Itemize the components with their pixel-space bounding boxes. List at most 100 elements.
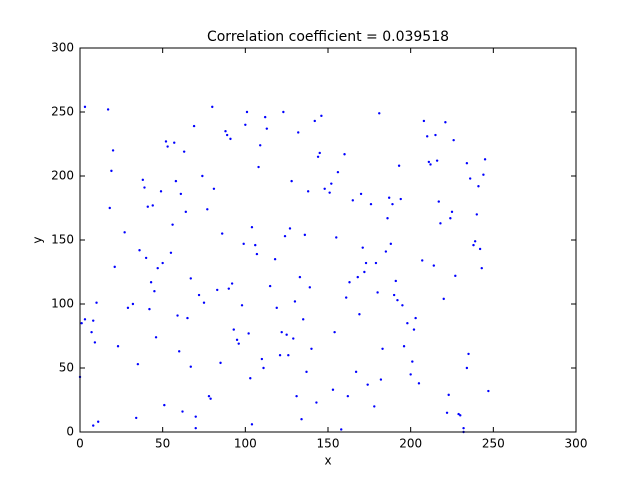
scatter-point xyxy=(356,275,359,279)
scatter-point xyxy=(146,205,149,208)
scatter-point xyxy=(335,236,338,239)
scatter-point xyxy=(164,140,168,143)
scatter-point xyxy=(257,165,260,169)
scatter-point xyxy=(444,121,447,124)
scatter-point xyxy=(328,191,331,194)
scatter-point xyxy=(192,124,196,128)
scatter-point xyxy=(262,366,265,370)
scatter-point xyxy=(116,345,120,348)
scatter-point xyxy=(209,397,212,400)
scatter-point xyxy=(411,360,414,363)
scatter-point xyxy=(260,357,264,361)
scatter-point xyxy=(108,206,111,210)
scatter-point xyxy=(278,354,282,357)
scatter-point xyxy=(359,192,363,196)
scatter-point xyxy=(207,394,211,398)
scatter-point xyxy=(330,182,333,185)
y-tick-label: 250 xyxy=(51,105,74,119)
scatter-point xyxy=(340,428,343,431)
scatter-point xyxy=(473,240,477,243)
scatter-point xyxy=(282,110,285,114)
scatter-point xyxy=(300,418,303,421)
scatter-point xyxy=(384,250,388,253)
scatter-point xyxy=(292,337,295,340)
scatter-point xyxy=(275,306,278,310)
scatter-point xyxy=(346,394,350,398)
scatter-point xyxy=(194,426,197,430)
scatter-point xyxy=(445,411,449,414)
scatter-point xyxy=(212,187,216,190)
scatter-point xyxy=(432,264,436,267)
scatter-point xyxy=(92,424,95,427)
scatter-point xyxy=(475,213,478,216)
scatter-point xyxy=(149,281,153,284)
scatter-point xyxy=(249,377,252,380)
scatter-point xyxy=(379,378,383,381)
scatter-point xyxy=(297,131,300,134)
scatter-point xyxy=(268,284,272,288)
scatter-point xyxy=(315,401,318,404)
scatter-point xyxy=(96,420,100,423)
scatter-point xyxy=(389,242,393,246)
scatter-point xyxy=(386,217,389,220)
scatter-point xyxy=(450,210,454,214)
scatter-point xyxy=(156,266,159,270)
scatter-point xyxy=(182,150,186,153)
scatter-point xyxy=(227,287,230,290)
scatter-point xyxy=(414,316,417,320)
scatter-point xyxy=(429,163,432,166)
scatter-point xyxy=(310,347,313,350)
scatter-point xyxy=(123,231,126,234)
scatter-point xyxy=(138,249,141,252)
scatter-point xyxy=(402,345,406,348)
scatter-point xyxy=(333,330,336,334)
scatter-point xyxy=(143,186,146,189)
scatter-point xyxy=(454,274,457,278)
scatter-point xyxy=(141,178,145,182)
scatter-point xyxy=(343,153,346,156)
scatter-point xyxy=(374,261,378,265)
scatter-point xyxy=(80,322,83,325)
scatter-point xyxy=(348,281,351,284)
scatter-point xyxy=(247,332,250,335)
scatter-point xyxy=(364,261,368,265)
scatter-point xyxy=(480,266,483,270)
scatter-point xyxy=(230,282,234,285)
y-tick-label: 150 xyxy=(51,233,74,247)
scatter-point xyxy=(308,286,312,289)
scatter-point xyxy=(363,270,366,274)
scatter-point xyxy=(422,119,426,123)
scatter-point xyxy=(293,300,297,303)
scatter-point xyxy=(287,354,290,357)
scatter-point xyxy=(409,373,412,376)
scatter-point xyxy=(92,319,95,322)
scatter-point xyxy=(462,426,465,430)
scatter-point xyxy=(280,330,283,334)
scatter-point xyxy=(250,423,254,426)
x-axis-label: x xyxy=(324,454,331,468)
scatter-point xyxy=(426,135,429,138)
y-tick-label: 0 xyxy=(66,425,74,439)
scatter-point xyxy=(235,338,239,342)
scatter-point xyxy=(159,190,163,193)
scatter-point xyxy=(126,306,130,310)
scatter-point xyxy=(369,202,373,206)
scatter-point xyxy=(189,277,192,280)
scatter-point xyxy=(229,137,232,141)
scatter-point xyxy=(169,251,173,254)
scatter-point xyxy=(90,330,93,334)
scatter-point xyxy=(483,158,487,161)
scatter-point xyxy=(477,185,480,188)
scatter-point xyxy=(427,160,431,164)
scatter-point xyxy=(467,352,470,356)
scatter-point xyxy=(285,333,288,336)
scatter-point xyxy=(194,415,197,418)
scatter-point xyxy=(136,362,140,366)
scatter-point xyxy=(313,119,316,123)
scatter-point xyxy=(376,291,379,294)
scatter-point xyxy=(184,210,188,214)
scatter-point xyxy=(434,133,437,137)
scatter-point xyxy=(181,410,184,413)
scatter-point xyxy=(153,290,156,293)
